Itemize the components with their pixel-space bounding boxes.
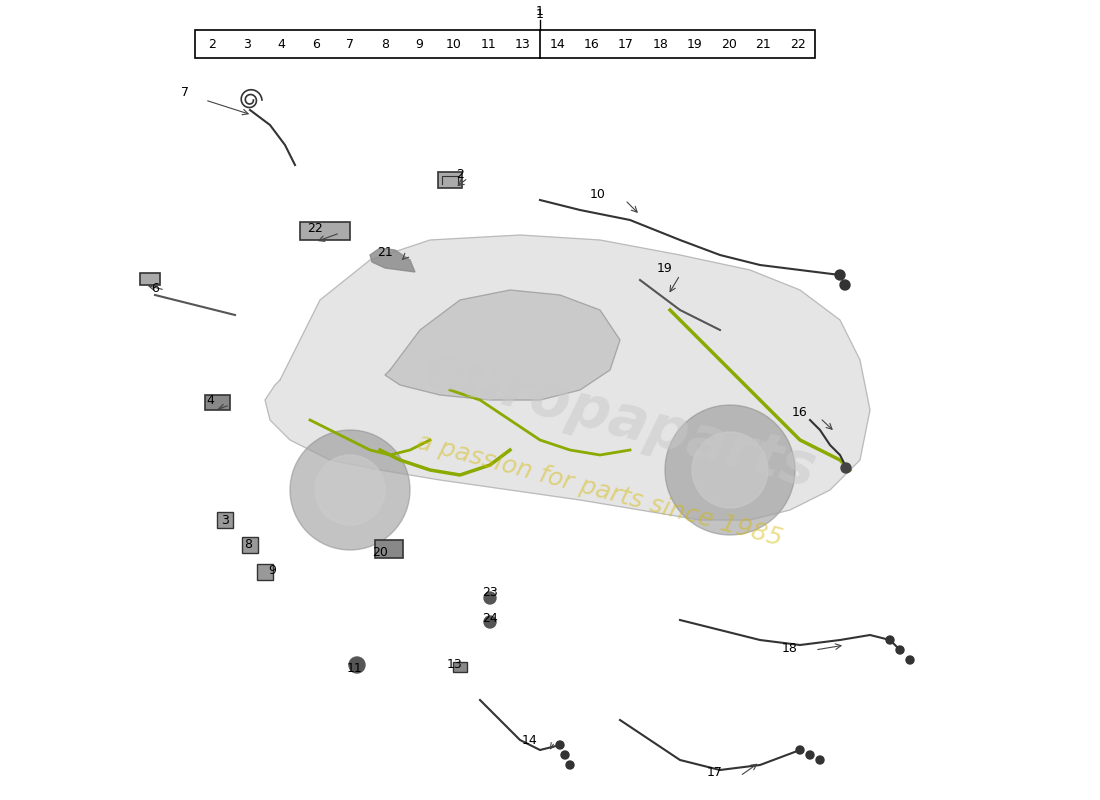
Bar [300,222,350,240]
Circle shape [484,592,496,604]
Text: a passion for parts since 1985: a passion for parts since 1985 [415,430,785,550]
Bar [257,564,273,580]
Polygon shape [385,290,620,400]
Text: 17: 17 [618,38,634,50]
Text: 23: 23 [482,586,498,599]
Circle shape [666,405,795,535]
Circle shape [840,280,850,290]
Bar [140,273,159,285]
Text: europaparts: europaparts [418,340,823,500]
Text: 19: 19 [657,262,673,274]
Text: 6: 6 [151,282,158,294]
Circle shape [796,746,804,754]
Circle shape [290,430,410,550]
Text: 1: 1 [536,9,543,22]
Circle shape [556,741,564,749]
Bar [195,30,815,58]
Text: 17: 17 [707,766,723,779]
Text: 10: 10 [590,187,606,201]
Bar [217,512,233,528]
Text: 22: 22 [307,222,323,234]
Circle shape [692,432,768,508]
Text: 8: 8 [244,538,252,550]
Bar [453,662,468,672]
Circle shape [806,751,814,759]
Circle shape [561,751,569,759]
Text: 22: 22 [790,38,805,50]
Text: 21: 21 [756,38,771,50]
Text: 7: 7 [182,86,189,99]
Bar [205,395,230,410]
Bar [438,172,462,188]
Text: 21: 21 [377,246,393,259]
Circle shape [315,455,385,525]
Text: 19: 19 [686,38,703,50]
Circle shape [906,656,914,664]
Text: 20: 20 [372,546,388,559]
Text: 3: 3 [221,514,229,526]
Text: 8: 8 [381,38,388,50]
Bar [375,540,403,558]
Text: 16: 16 [792,406,807,419]
Text: 24: 24 [482,611,498,625]
Text: 1: 1 [536,5,543,18]
Circle shape [816,756,824,764]
Circle shape [566,761,574,769]
Text: 7: 7 [346,38,354,50]
Text: 18: 18 [782,642,797,654]
Circle shape [835,270,845,280]
Text: 9: 9 [268,563,276,577]
Text: 11: 11 [348,662,363,674]
Text: 2: 2 [208,38,217,50]
Circle shape [842,463,851,473]
Text: 20: 20 [722,38,737,50]
Circle shape [886,636,894,644]
Text: 4: 4 [277,38,285,50]
Circle shape [896,646,904,654]
Polygon shape [370,248,415,272]
Text: 11: 11 [481,38,496,50]
Text: 2: 2 [456,169,464,182]
Text: 14: 14 [522,734,538,746]
Text: 9: 9 [416,38,424,50]
Text: 16: 16 [584,38,600,50]
Text: 13: 13 [515,38,530,50]
Circle shape [484,616,496,628]
Bar [242,537,258,553]
Polygon shape [265,235,870,520]
Circle shape [349,657,365,673]
Text: 13: 13 [447,658,463,670]
Text: 4: 4 [206,394,213,406]
Text: 18: 18 [652,38,669,50]
Text: 14: 14 [549,38,565,50]
Text: 3: 3 [243,38,251,50]
Text: 10: 10 [446,38,462,50]
Text: 6: 6 [311,38,320,50]
